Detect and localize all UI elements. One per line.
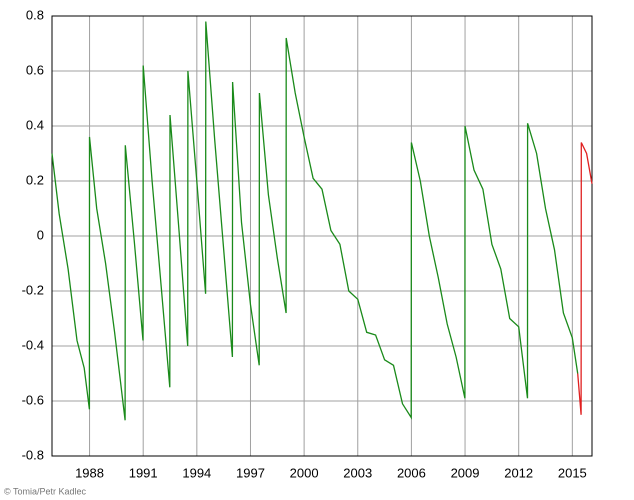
- x-tick-label: 1994: [182, 465, 211, 480]
- x-tick-label: 1988: [75, 465, 104, 480]
- y-tick-label: 0.2: [26, 172, 44, 187]
- data-line: [51, 21, 579, 421]
- data-line: [577, 142, 593, 415]
- y-tick-label: -0.8: [22, 447, 44, 462]
- x-tick-label: 2000: [290, 465, 319, 480]
- x-tick-label: 2012: [504, 465, 533, 480]
- x-tick-label: 1997: [236, 465, 265, 480]
- credit: © Tomia/Petr Kadlec: [4, 486, 87, 496]
- x-tick-label: 1991: [129, 465, 158, 480]
- x-tick-label: 2009: [451, 465, 480, 480]
- plot-frame: [51, 15, 593, 457]
- y-tick-label: -0.6: [22, 392, 44, 407]
- y-tick-label: -0.2: [22, 282, 44, 297]
- y-tick-label: 0.6: [26, 62, 44, 77]
- y-tick-label: 0: [37, 227, 44, 242]
- y-tick-label: -0.4: [22, 337, 44, 352]
- y-tick-label: 0.8: [26, 7, 44, 22]
- x-tick-label: 2003: [343, 465, 372, 480]
- x-tick-label: 2006: [397, 465, 426, 480]
- x-tick-label: 2015: [558, 465, 587, 480]
- y-tick-label: 0.4: [26, 117, 44, 132]
